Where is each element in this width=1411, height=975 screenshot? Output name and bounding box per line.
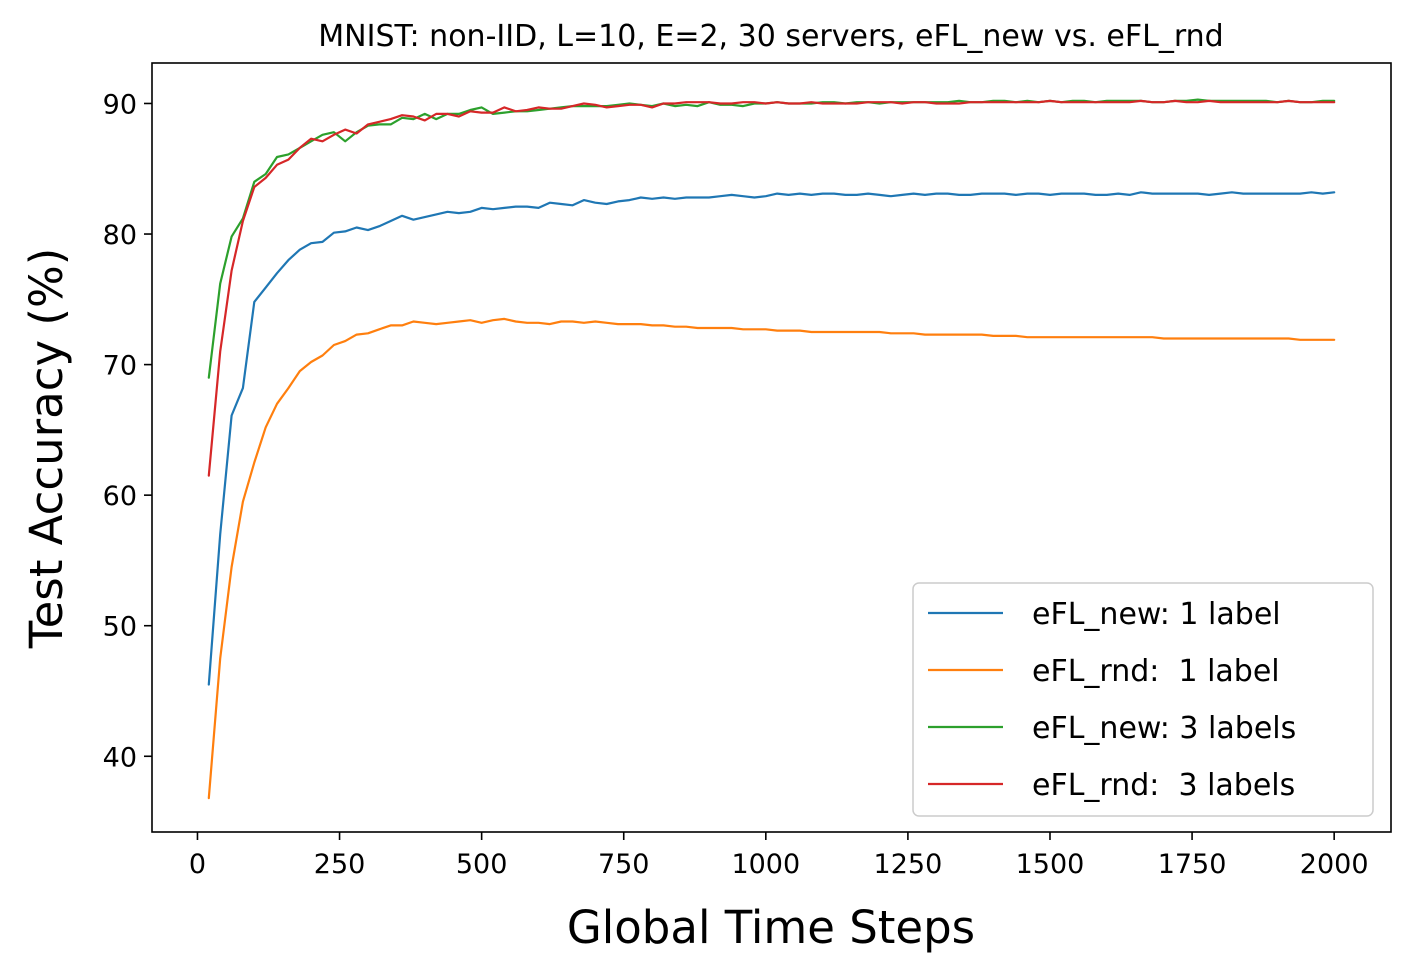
legend: eFL_new: 1 label eFL_rnd: 1 label eFL_new:… bbox=[912, 582, 1374, 817]
plot-area: 0 250 500 750 1000 1250 1500 1750 2000 40 50 60 70 80… bbox=[103, 62, 1392, 880]
x-tick-label: 1250 bbox=[874, 849, 943, 880]
legend-label-2: eFL_rnd: 1 label bbox=[1032, 654, 1280, 689]
y-tick-label: 70 bbox=[103, 351, 137, 382]
x-tick-label: 250 bbox=[314, 849, 366, 880]
series-line-2 bbox=[207, 317, 1336, 800]
y-tick-label: 60 bbox=[103, 481, 137, 512]
plot-frame bbox=[151, 62, 1392, 833]
series-line-1 bbox=[207, 191, 1336, 686]
legend-label-3: eFL_new: 3 labels bbox=[1032, 711, 1296, 746]
x-tick-label: 0 bbox=[189, 849, 206, 880]
y-tick-label: 50 bbox=[103, 612, 137, 643]
x-tick-label: 2000 bbox=[1300, 849, 1369, 880]
x-tick-label: 750 bbox=[598, 849, 650, 880]
legend-label-4: eFL_rnd: 3 labels bbox=[1032, 768, 1295, 803]
series-line-4 bbox=[207, 99, 1336, 477]
x-tick-label: 1750 bbox=[1158, 849, 1227, 880]
x-tick-label: 500 bbox=[456, 849, 508, 880]
y-tick-label: 40 bbox=[103, 742, 137, 773]
y-tick-label: 90 bbox=[103, 89, 137, 120]
y-axis-label: Test Accuracy (%) bbox=[20, 248, 73, 650]
y-tick-label: 80 bbox=[103, 220, 137, 251]
legend-box bbox=[912, 582, 1374, 817]
chart-title: MNIST: non-IID, L=10, E=2, 30 servers, e… bbox=[318, 19, 1223, 54]
x-tick-label: 1000 bbox=[731, 849, 800, 880]
x-axis-label: Global Time Steps bbox=[567, 901, 975, 954]
x-tick-label: 1500 bbox=[1016, 849, 1085, 880]
legend-label-1: eFL_new: 1 label bbox=[1032, 597, 1281, 632]
